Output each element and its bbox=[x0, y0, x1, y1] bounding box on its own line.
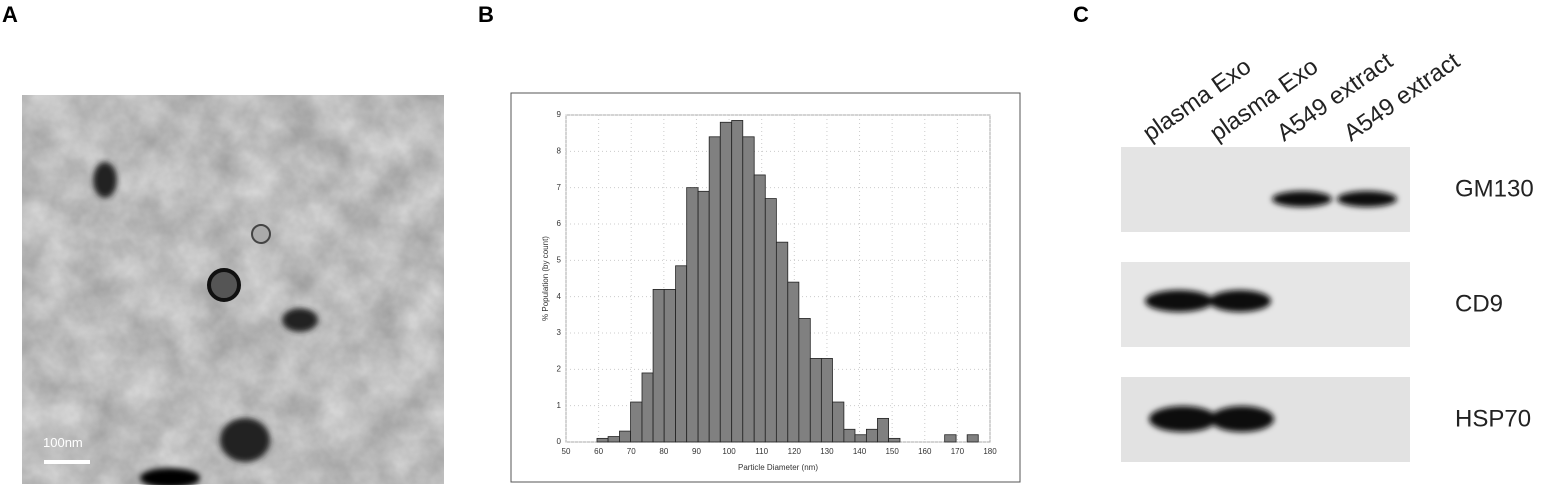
protein-label: GM130 bbox=[1455, 175, 1534, 202]
bar bbox=[619, 430, 631, 443]
bar bbox=[663, 288, 676, 443]
panel-label: C bbox=[1073, 2, 1089, 27]
x-tick-label: 100 bbox=[722, 447, 736, 456]
bar bbox=[708, 136, 721, 443]
panel-label: B bbox=[478, 2, 494, 27]
x-tick-label: 60 bbox=[594, 447, 603, 456]
bar bbox=[686, 187, 699, 443]
x-tick-label: 110 bbox=[755, 447, 768, 456]
x-tick-label: 140 bbox=[853, 447, 867, 456]
bar bbox=[865, 428, 878, 443]
bar bbox=[742, 136, 755, 443]
y-tick-label: 1 bbox=[557, 401, 562, 410]
bar bbox=[787, 281, 800, 443]
bar bbox=[641, 372, 654, 443]
y-tick-label: 0 bbox=[557, 437, 562, 446]
protein-label: HSP70 bbox=[1455, 405, 1531, 432]
x-tick-label: 180 bbox=[983, 447, 997, 456]
bar bbox=[719, 121, 733, 443]
panel-label: A bbox=[2, 2, 18, 27]
x-tick-label: 120 bbox=[788, 447, 802, 456]
scale-bar-label: 100nm bbox=[43, 435, 83, 450]
bar bbox=[888, 437, 901, 443]
bar bbox=[764, 198, 777, 443]
bar bbox=[675, 265, 688, 443]
bar bbox=[944, 434, 957, 443]
protein-label: CD9 bbox=[1455, 290, 1503, 317]
bar bbox=[596, 437, 609, 443]
bar bbox=[854, 434, 867, 443]
bar bbox=[753, 174, 766, 443]
western-blot bbox=[1121, 147, 1410, 462]
bar bbox=[652, 288, 665, 443]
y-tick-label: 9 bbox=[557, 110, 562, 119]
histogram: 0 1 2 3 4 5 6 7 8 9 50 60 70 80 90 100 110 120 130 140 150 16… bbox=[541, 110, 997, 472]
bar bbox=[607, 436, 620, 443]
x-tick-label: 170 bbox=[951, 447, 965, 456]
y-tick-label: 6 bbox=[557, 219, 562, 228]
y-tick-label: 3 bbox=[557, 328, 562, 337]
x-tick-label: 130 bbox=[820, 447, 834, 456]
bar bbox=[832, 401, 845, 443]
bar bbox=[966, 434, 979, 443]
bar bbox=[731, 120, 744, 443]
bar bbox=[798, 318, 811, 443]
y-tick-label: 7 bbox=[557, 183, 562, 192]
bar bbox=[775, 241, 789, 443]
x-tick-label: 160 bbox=[918, 447, 932, 456]
y-axis-label: % Population (by count) bbox=[541, 236, 550, 321]
x-axis-label: Particle Diameter (nm) bbox=[738, 463, 818, 472]
y-tick-label: 8 bbox=[557, 146, 562, 155]
x-tick-label: 70 bbox=[627, 447, 636, 456]
bar bbox=[630, 401, 643, 443]
x-tick-label: 90 bbox=[692, 447, 701, 456]
y-tick-label: 2 bbox=[557, 364, 562, 373]
bar bbox=[843, 428, 856, 443]
bar bbox=[809, 358, 822, 443]
tem-image: 100nm bbox=[22, 95, 444, 485]
y-tick-label: 4 bbox=[557, 292, 562, 301]
bar bbox=[820, 358, 833, 443]
x-tick-label: 150 bbox=[885, 447, 899, 456]
bar bbox=[877, 417, 889, 443]
bar bbox=[697, 190, 710, 443]
x-tick-label: 50 bbox=[562, 447, 571, 456]
x-tick-label: 80 bbox=[659, 447, 668, 456]
y-tick-label: 5 bbox=[557, 255, 562, 264]
